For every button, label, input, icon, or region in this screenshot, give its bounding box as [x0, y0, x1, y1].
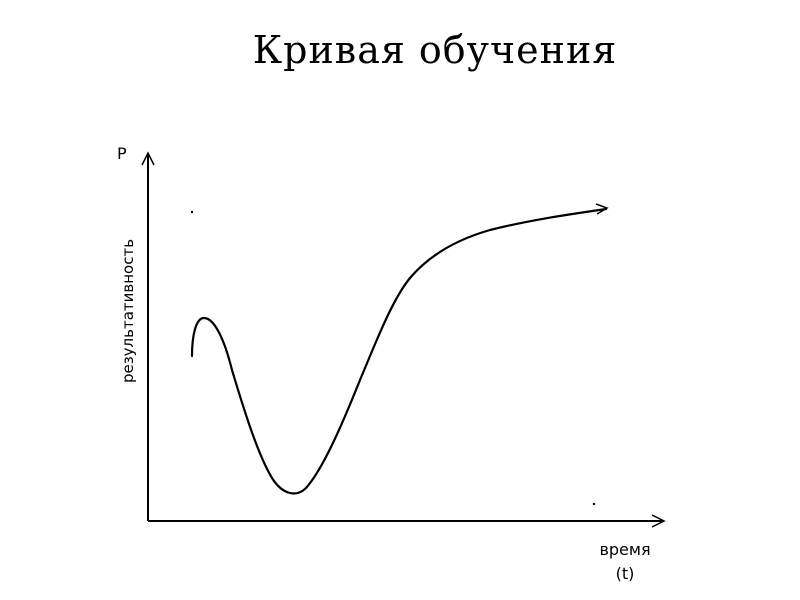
stray-dot-top	[190, 210, 194, 214]
x-axis-label-block: время (t)	[585, 538, 665, 586]
learning-curve	[190, 207, 608, 495]
page-title: Кривая обучения	[252, 28, 618, 72]
x-axis-symbol: (t)	[615, 564, 635, 583]
x-axis-arrowhead	[651, 514, 666, 528]
y-axis-arrowhead	[141, 151, 155, 166]
curve-arrowhead	[595, 203, 609, 215]
y-axis-symbol: Р	[117, 144, 127, 163]
x-axis-label: время	[599, 540, 651, 559]
stray-dot-bottom	[592, 502, 596, 506]
